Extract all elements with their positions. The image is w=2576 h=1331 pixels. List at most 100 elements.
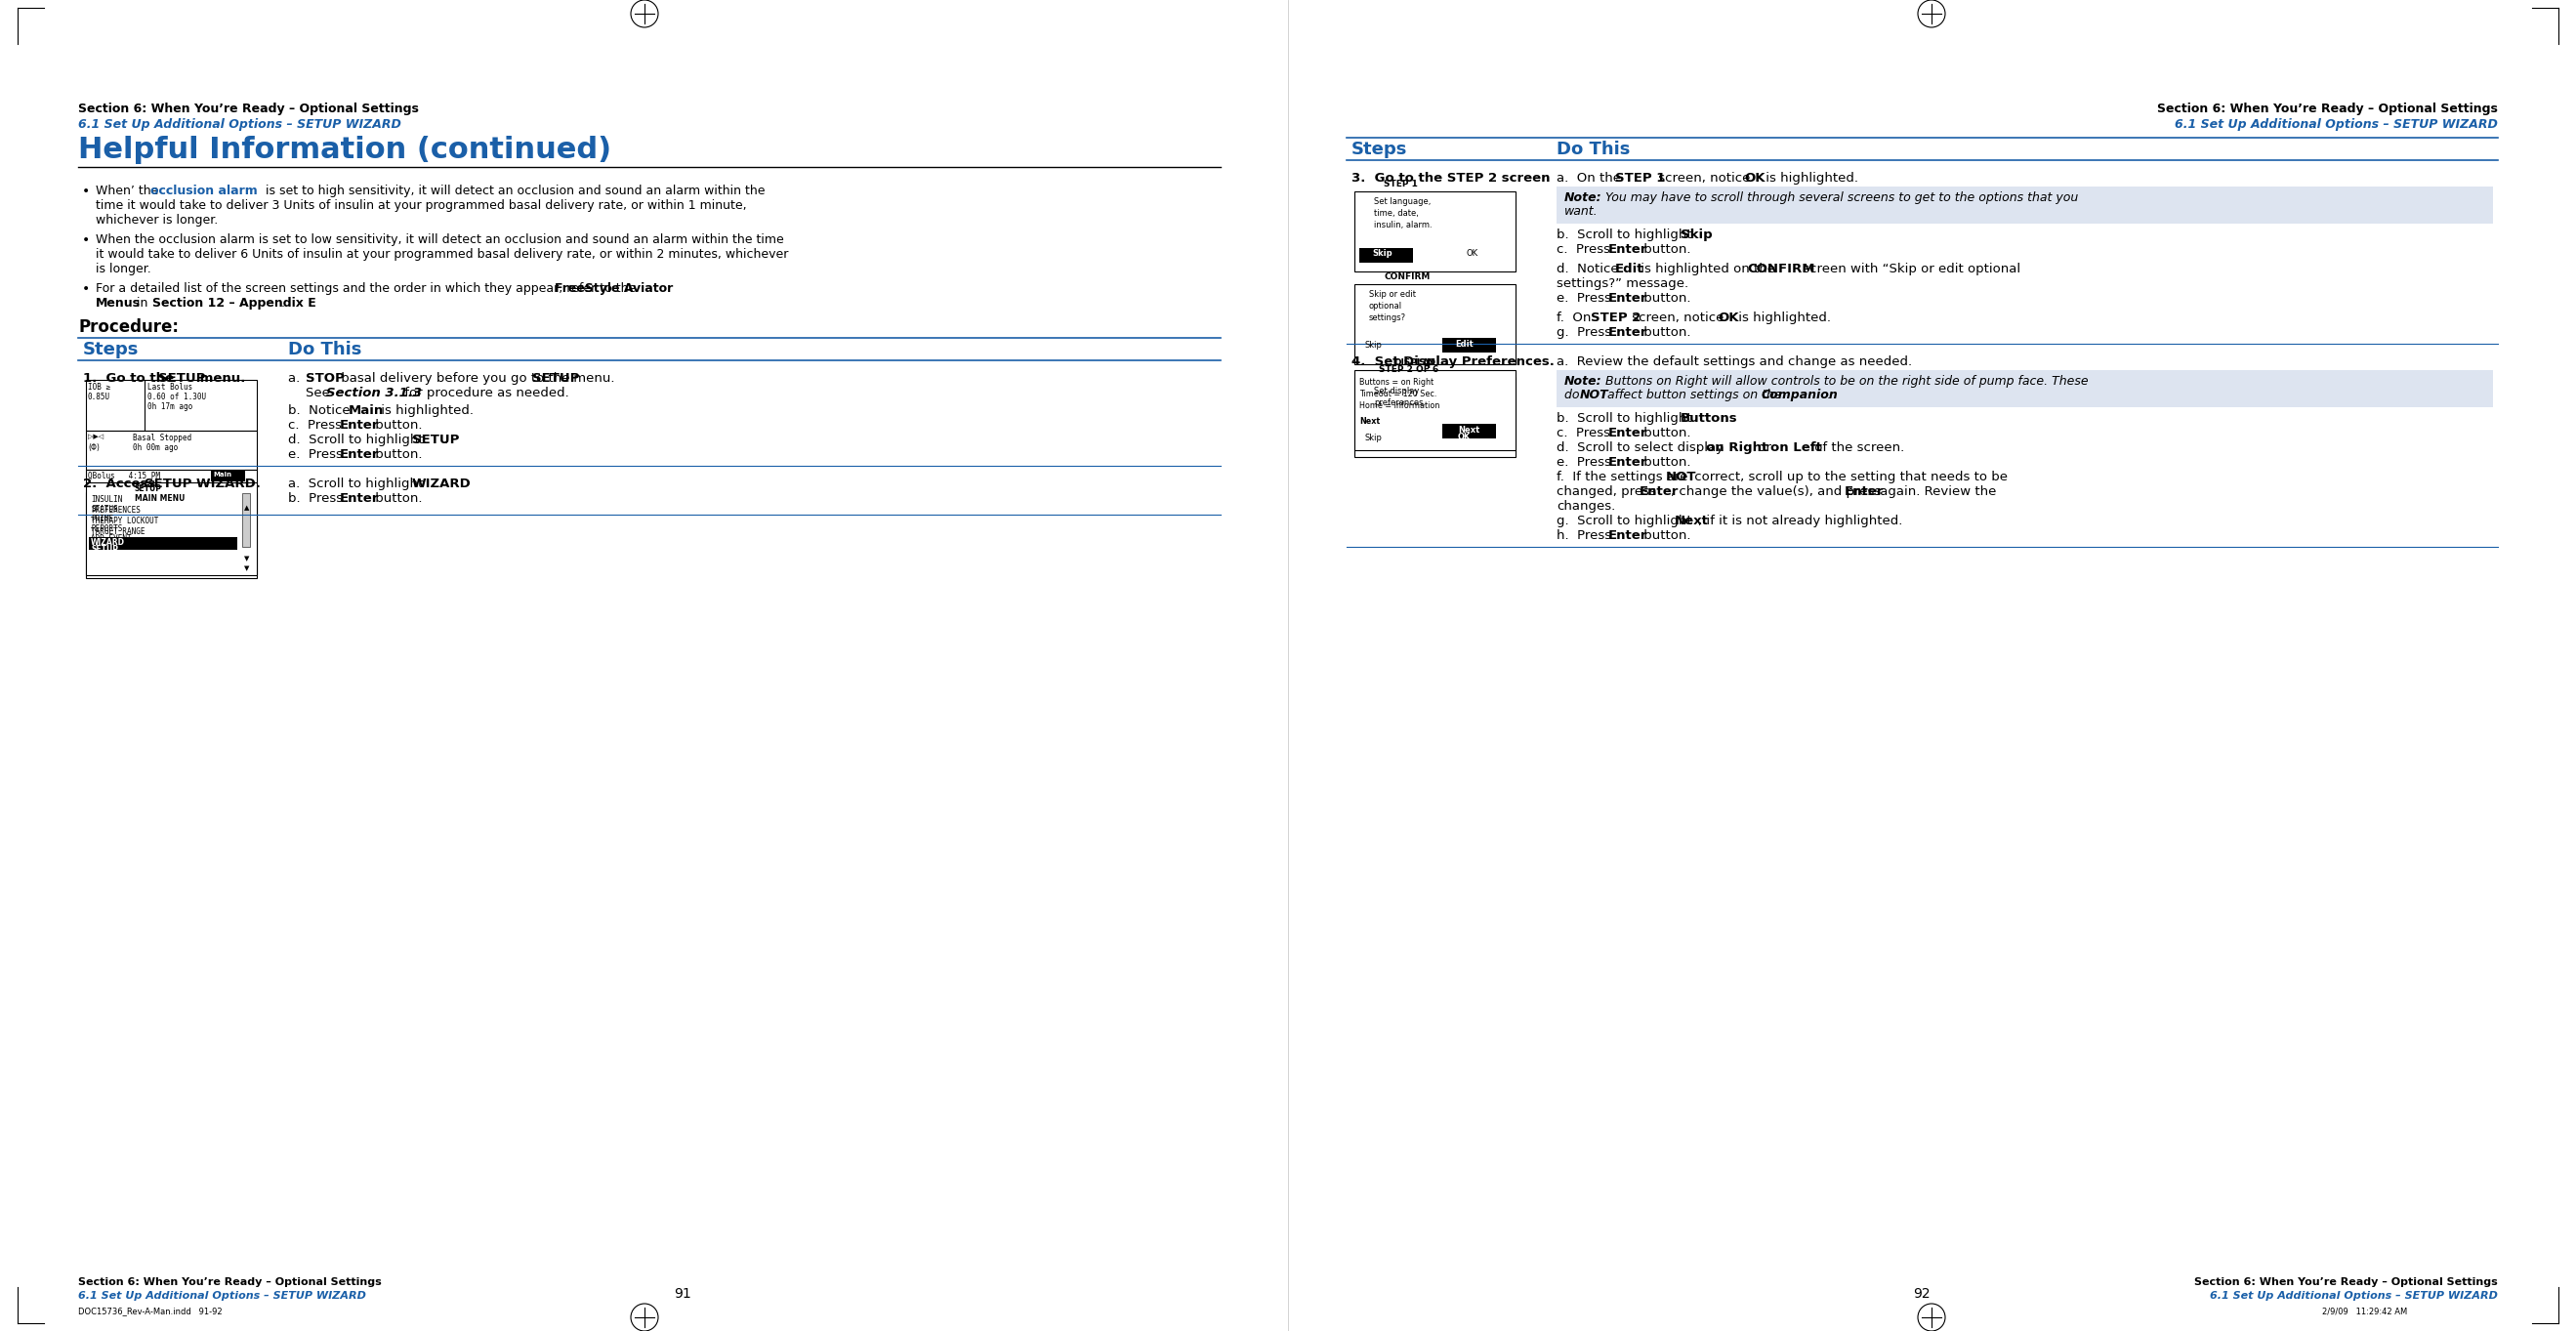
Text: REPORTS: REPORTS bbox=[90, 524, 124, 534]
Text: , if it is not already highlighted.: , if it is not already highlighted. bbox=[1698, 515, 1904, 527]
Text: again. Review the: again. Review the bbox=[1875, 486, 1996, 498]
Text: Enter: Enter bbox=[1638, 486, 1680, 498]
Text: settings?: settings? bbox=[1368, 314, 1406, 322]
Text: 1.  Go to the: 1. Go to the bbox=[82, 373, 178, 385]
Bar bbox=[88, 538, 237, 550]
Text: SETUP: SETUP bbox=[157, 373, 206, 385]
Text: screen, notice: screen, notice bbox=[1654, 172, 1754, 185]
Text: changed, press: changed, press bbox=[1556, 486, 1659, 498]
Text: 0.60 of 1.30U: 0.60 of 1.30U bbox=[147, 393, 206, 402]
Text: PREFERENCES: PREFERENCES bbox=[90, 506, 142, 515]
Text: d.  Notice: d. Notice bbox=[1556, 262, 1623, 276]
Text: ▼: ▼ bbox=[245, 566, 250, 571]
Text: h.  Press: h. Press bbox=[1556, 530, 1615, 542]
Text: Enter: Enter bbox=[1607, 244, 1649, 256]
Text: NOT: NOT bbox=[1667, 471, 1698, 483]
Text: whichever is longer.: whichever is longer. bbox=[95, 214, 219, 226]
Text: (Φ): (Φ) bbox=[88, 443, 100, 453]
Text: button.: button. bbox=[371, 492, 422, 504]
Text: on Left: on Left bbox=[1770, 442, 1821, 454]
Text: Note:: Note: bbox=[1564, 192, 1602, 204]
Text: Companion: Companion bbox=[1762, 389, 1839, 402]
Text: ▷▶◁: ▷▶◁ bbox=[88, 434, 103, 439]
Text: 6.1 Set Up Additional Options – SETUP WIZARD: 6.1 Set Up Additional Options – SETUP WI… bbox=[2210, 1291, 2499, 1300]
Bar bbox=[88, 544, 240, 556]
Text: is highlighted.: is highlighted. bbox=[1734, 311, 1832, 325]
Text: Next: Next bbox=[1674, 515, 1708, 527]
Text: is highlighted on the: is highlighted on the bbox=[1636, 262, 1780, 276]
Text: in: in bbox=[134, 297, 152, 310]
Bar bbox=[1556, 186, 2494, 224]
Text: Enter: Enter bbox=[340, 492, 379, 504]
Text: e.  Press: e. Press bbox=[289, 449, 348, 461]
Text: 2/9/09   11:29:42 AM: 2/9/09 11:29:42 AM bbox=[2321, 1307, 2409, 1315]
Text: DISPLAY: DISPLAY bbox=[1394, 358, 1435, 367]
Text: MAIN MENU: MAIN MENU bbox=[134, 494, 185, 503]
Bar bbox=[1443, 431, 1497, 446]
Text: STATUS: STATUS bbox=[90, 504, 118, 514]
Text: Set language,: Set language, bbox=[1373, 197, 1430, 206]
Text: Enter: Enter bbox=[1844, 486, 1883, 498]
Text: ADD EVENT: ADD EVENT bbox=[90, 534, 131, 543]
Text: TARGET RANGE: TARGET RANGE bbox=[90, 527, 144, 536]
Text: Menus: Menus bbox=[95, 297, 142, 310]
Text: INSULIN: INSULIN bbox=[90, 495, 124, 504]
Text: Enter: Enter bbox=[1607, 291, 1649, 305]
Text: IOB ≥: IOB ≥ bbox=[88, 383, 111, 391]
Text: ▼: ▼ bbox=[245, 555, 250, 562]
Bar bbox=[85, 482, 258, 575]
Text: STOP: STOP bbox=[307, 373, 345, 385]
Text: affect button settings on the: affect button settings on the bbox=[1602, 389, 1785, 402]
Text: 6.1 Set Up Additional Options – SETUP WIZARD: 6.1 Set Up Additional Options – SETUP WI… bbox=[77, 118, 402, 130]
Bar bbox=[1355, 284, 1515, 365]
Text: Next: Next bbox=[1360, 417, 1381, 426]
Text: a.  Review the default settings and change as needed.: a. Review the default settings and chang… bbox=[1556, 355, 1911, 369]
Text: Buttons on Right will allow controls to be on the right side of pump face. These: Buttons on Right will allow controls to … bbox=[1602, 375, 2089, 387]
Text: Helpful Information (continued): Helpful Information (continued) bbox=[77, 136, 611, 164]
Text: correct, scroll up to the setting that needs to be: correct, scroll up to the setting that n… bbox=[1690, 471, 2007, 483]
Text: button.: button. bbox=[1638, 326, 1690, 339]
Text: e.  Press: e. Press bbox=[1556, 291, 1615, 305]
Text: Steps: Steps bbox=[82, 341, 139, 358]
Bar bbox=[1556, 370, 2494, 407]
Text: Last Bolus: Last Bolus bbox=[147, 383, 193, 391]
Text: •: • bbox=[82, 282, 90, 295]
Text: button.: button. bbox=[1638, 291, 1690, 305]
Text: CONFIRM: CONFIRM bbox=[1383, 273, 1430, 281]
Text: Section 6: When You’re Ready – Optional Settings: Section 6: When You’re Ready – Optional … bbox=[77, 102, 420, 116]
Bar bbox=[85, 492, 258, 578]
Text: Section 12 – Appendix E: Section 12 – Appendix E bbox=[152, 297, 317, 310]
Text: menu.: menu. bbox=[569, 373, 616, 385]
Bar bbox=[85, 470, 258, 483]
Text: g.  Scroll to highlight: g. Scroll to highlight bbox=[1556, 515, 1695, 527]
Text: b.  Scroll to highlight: b. Scroll to highlight bbox=[1556, 229, 1695, 241]
Text: Basal Stopped: Basal Stopped bbox=[134, 434, 191, 442]
Text: is longer.: is longer. bbox=[95, 262, 152, 276]
Text: c.  Press: c. Press bbox=[1556, 244, 1615, 256]
Text: c.  Press: c. Press bbox=[1556, 427, 1615, 439]
Text: Main: Main bbox=[348, 405, 384, 417]
Text: •: • bbox=[82, 185, 90, 198]
Text: d.  Scroll to select display: d. Scroll to select display bbox=[1556, 442, 1728, 454]
Bar bbox=[1355, 192, 1515, 272]
Text: button.: button. bbox=[371, 419, 422, 431]
Text: g.  Press: g. Press bbox=[1556, 326, 1615, 339]
Text: it would take to deliver 6 Units of insulin at your programmed basal delivery ra: it would take to deliver 6 Units of insu… bbox=[95, 248, 788, 261]
Text: settings?” message.: settings?” message. bbox=[1556, 277, 1687, 290]
Bar bbox=[1355, 377, 1515, 457]
Text: For a detailed list of the screen settings and the order in which they appear, r: For a detailed list of the screen settin… bbox=[95, 282, 639, 295]
Text: b.  Press: b. Press bbox=[289, 492, 348, 504]
Text: ▲: ▲ bbox=[245, 504, 250, 511]
Text: or: or bbox=[1754, 442, 1775, 454]
Text: optional: optional bbox=[1368, 302, 1401, 310]
Text: for procedure as needed.: for procedure as needed. bbox=[399, 387, 569, 399]
Text: time it would take to deliver 3 Units of insulin at your programmed basal delive: time it would take to deliver 3 Units of… bbox=[95, 200, 747, 212]
Text: 6.1 Set Up Additional Options – SETUP WIZARD: 6.1 Set Up Additional Options – SETUP WI… bbox=[2174, 118, 2499, 130]
Text: preferences.: preferences. bbox=[1373, 398, 1425, 407]
Text: Edit: Edit bbox=[1455, 339, 1473, 349]
Text: Enter: Enter bbox=[340, 419, 379, 431]
Text: basal delivery before you go to the: basal delivery before you go to the bbox=[337, 373, 574, 385]
Text: .: . bbox=[1723, 413, 1728, 425]
Text: button.: button. bbox=[1638, 427, 1690, 439]
Text: 2.  Access: 2. Access bbox=[82, 478, 160, 490]
